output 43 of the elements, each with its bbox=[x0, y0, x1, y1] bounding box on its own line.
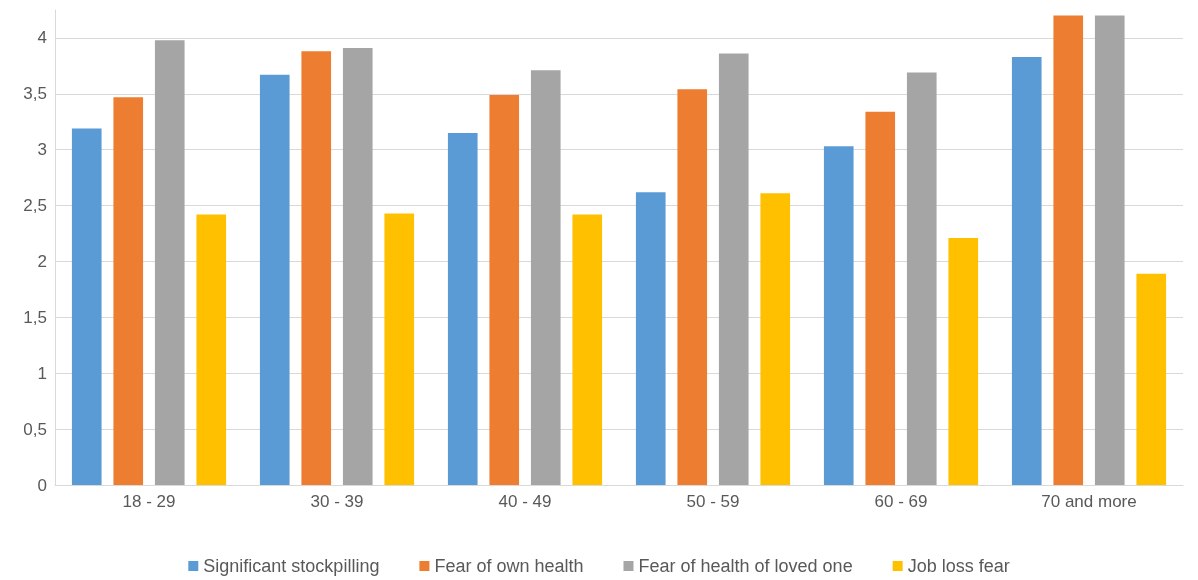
y-tick-label: 2 bbox=[37, 251, 47, 271]
x-tick-label: 60 - 69 bbox=[874, 492, 928, 511]
bar bbox=[113, 97, 144, 485]
legend-label: Fear of health of loved one bbox=[638, 556, 853, 576]
bar bbox=[1011, 56, 1042, 485]
bar bbox=[154, 40, 185, 485]
bar bbox=[447, 132, 478, 485]
bar bbox=[342, 48, 373, 485]
bar bbox=[384, 213, 415, 485]
bar bbox=[823, 146, 854, 485]
x-tick-label: 70 and more bbox=[1041, 492, 1137, 511]
bar bbox=[635, 192, 666, 485]
y-tick-label: 4 bbox=[37, 28, 47, 48]
bar bbox=[489, 94, 520, 485]
y-tick-label: 0,5 bbox=[23, 419, 47, 439]
bar bbox=[1136, 273, 1167, 485]
bar bbox=[906, 72, 937, 485]
bar bbox=[1053, 15, 1084, 485]
y-tick-label: 3,5 bbox=[23, 84, 47, 104]
x-tick-label: 18 - 29 bbox=[122, 492, 176, 511]
y-tick-label: 1,5 bbox=[23, 307, 47, 327]
bar bbox=[196, 214, 227, 485]
bar bbox=[530, 70, 561, 485]
bar bbox=[948, 238, 979, 485]
x-tick-label: 40 - 49 bbox=[498, 492, 552, 511]
bar bbox=[1094, 15, 1125, 485]
bar bbox=[259, 74, 290, 485]
legend-label: Significant stockpilling bbox=[203, 556, 380, 576]
bar bbox=[718, 53, 749, 485]
bar bbox=[71, 128, 102, 485]
bar bbox=[760, 193, 791, 485]
legend-label: Job loss fear bbox=[907, 556, 1010, 576]
bar bbox=[677, 89, 708, 485]
bar bbox=[301, 51, 332, 485]
y-tick-label: 0 bbox=[37, 475, 47, 495]
y-tick-label: 2,5 bbox=[23, 196, 47, 216]
x-tick-label: 30 - 39 bbox=[310, 492, 364, 511]
y-tick-label: 3 bbox=[37, 140, 47, 160]
x-tick-label: 50 - 59 bbox=[686, 492, 740, 511]
legend-label: Fear of own health bbox=[434, 556, 584, 576]
y-tick-label: 1 bbox=[37, 363, 47, 383]
bar bbox=[572, 214, 603, 485]
bar bbox=[865, 111, 896, 485]
